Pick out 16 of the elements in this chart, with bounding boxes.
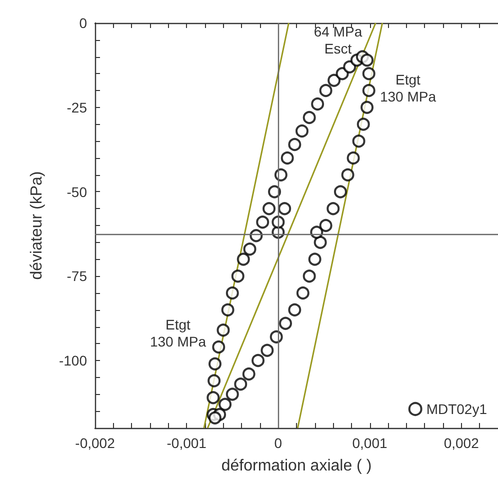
y-tick-label: -25 <box>66 99 88 116</box>
x-tick-label: 0,001 <box>352 435 388 451</box>
legend-label: MDT02y1 <box>426 401 488 417</box>
annotation: Etgt 130 MPa <box>380 72 436 104</box>
annotation: Etgt 130 MPa <box>150 316 206 350</box>
y-tick-label: -50 <box>66 184 88 200</box>
x-tick-label: -0,002 <box>75 435 116 451</box>
annotation: 64 MPa Esct <box>314 24 362 56</box>
y-tick-label: -75 <box>66 268 88 284</box>
x-axis-title: déformation axiale ( ) <box>221 458 372 474</box>
x-tick-label: 0 <box>274 435 282 451</box>
y-tick-label: 0 <box>79 15 88 31</box>
y-tick-label: -100 <box>58 352 88 368</box>
y-axis-title: déviateur (kPa) <box>28 171 46 280</box>
x-tick-label: -0,001 <box>166 435 207 451</box>
x-tick-label: 0,002 <box>444 435 480 451</box>
